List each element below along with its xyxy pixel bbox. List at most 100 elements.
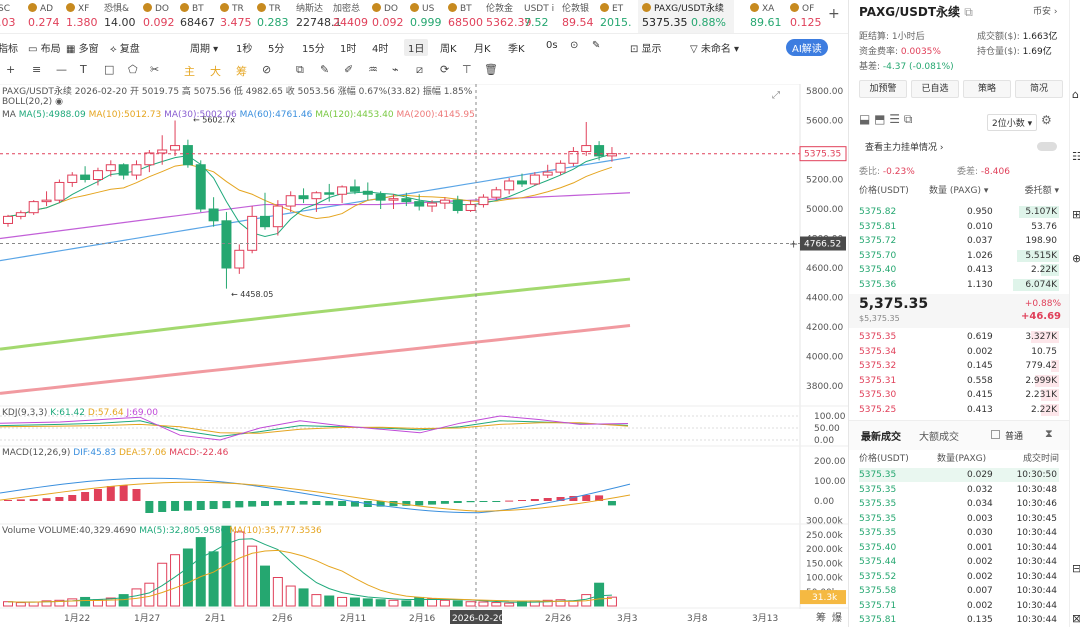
ticker-item[interactable]: 恐惧& 14.00 xyxy=(104,3,136,29)
kline-chart[interactable]: 5800.005600.005400.005200.005000.004800.… xyxy=(0,83,848,627)
tab-latest-trades[interactable]: 最新成交 xyxy=(861,432,901,443)
ticker-item[interactable]: BT 68467 xyxy=(180,3,215,29)
orderbook-row[interactable]: 5375.81 0.010 53.76 xyxy=(859,220,1059,234)
toolbar-item[interactable]: ⟡ 复盘 xyxy=(110,44,140,55)
draw-tool-icon[interactable]: ✐ xyxy=(344,63,354,76)
toolbar-item[interactable]: ⊡ 显示 xyxy=(630,44,662,55)
draw-tool-icon[interactable]: □ xyxy=(104,63,115,76)
draw-tool-icon[interactable]: ⌁ xyxy=(392,63,399,76)
toolbar-item[interactable]: ▭ 布局 xyxy=(28,44,61,55)
ticker-item[interactable]: DO 0.092 xyxy=(143,3,175,29)
crosshair-plus-icon[interactable]: + xyxy=(789,238,798,251)
action-button[interactable]: 简况 xyxy=(1015,80,1063,98)
settings-icon[interactable]: ⚙ xyxy=(1041,113,1052,127)
ticker-active[interactable]: PAXG/USDT永续 5375.35 0.88% xyxy=(638,0,734,33)
toolbar-item[interactable]: 季K xyxy=(508,44,525,55)
orderbook-row[interactable]: 5375.30 0.415 2.231K xyxy=(859,388,1059,402)
exchange-link[interactable]: 币安 › xyxy=(1033,7,1058,17)
kdj-legend[interactable]: KDJ(9,3,3) K:61.42 D:57.64 J:69.00 xyxy=(2,408,158,418)
ma-legend[interactable]: MA MA(5):4988.09 MA(10):5012.73 MA(30):5… xyxy=(2,110,475,120)
toolbar-item[interactable]: ✎ xyxy=(592,40,601,51)
orderbook-row[interactable]: 5375.34 0.002 10.75 xyxy=(859,345,1059,359)
ticker-item[interactable]: 纳斯达 22748.1 xyxy=(296,3,342,29)
toolbar-item[interactable]: 0s xyxy=(546,40,558,51)
side-icon-1[interactable]: ⌂ xyxy=(1072,88,1079,101)
action-button[interactable]: 加预警 xyxy=(859,80,907,98)
draw-tool-icon[interactable]: — xyxy=(56,63,67,76)
orderbook-row[interactable]: 5375.72 0.037 198.90 xyxy=(859,234,1059,248)
ticker-item[interactable]: USDT i 7.52 xyxy=(524,3,554,29)
draw-tool-icon[interactable]: ♒ xyxy=(368,63,378,76)
orderbook-row[interactable]: 5375.35 0.619 3.327K xyxy=(859,330,1059,344)
draw-tool-icon[interactable]: ⊘ xyxy=(262,63,272,76)
orderbook-row[interactable]: 5375.82 0.950 5.107K xyxy=(859,205,1059,219)
draw-tool-icon[interactable]: ✂ xyxy=(150,63,160,76)
draw-tool-icon[interactable]: + xyxy=(6,63,16,76)
toolbar-item[interactable]: 1日 xyxy=(404,39,429,56)
liquidation-icon[interactable]: 爆 xyxy=(832,612,842,624)
toolbar-item[interactable]: 周K xyxy=(440,44,457,55)
draw-tool-icon[interactable]: ≡ xyxy=(32,63,42,76)
ticker-item[interactable]: OF 0.125 xyxy=(790,3,822,29)
ticker-item[interactable]: TR 0.283 xyxy=(257,3,289,29)
orderbook-row[interactable]: 5375.36 1.130 6.074K xyxy=(859,278,1059,292)
draw-tool-icon[interactable]: ⟳ xyxy=(440,63,450,76)
orderbook-row[interactable]: 5375.25 0.413 2.22K xyxy=(859,403,1059,417)
ticker-item[interactable]: DO 0.092 xyxy=(372,3,404,29)
ticker-item[interactable]: SC .03 xyxy=(0,3,16,29)
draw-tool-icon[interactable]: 主 xyxy=(184,65,195,78)
orderbook-row[interactable]: 5375.70 1.026 5.515K xyxy=(859,249,1059,263)
draw-tool-icon[interactable]: ⬠ xyxy=(128,63,138,76)
toolbar-item[interactable]: 15分 xyxy=(302,44,325,55)
ticker-item[interactable]: ET 2015. xyxy=(600,3,632,29)
depth-toggle[interactable] xyxy=(1037,142,1057,151)
toolbar-item[interactable]: 周期 ▾ xyxy=(190,44,219,55)
draw-tool-icon[interactable]: ⧉ xyxy=(296,63,304,76)
chart-area[interactable]: 5800.005600.005400.005200.005000.004800.… xyxy=(0,83,848,627)
tab-large-trades[interactable]: 大额成交 xyxy=(919,432,959,443)
toolbar-item[interactable]: 5分 xyxy=(268,44,285,55)
toolbar-item[interactable]: ▽ 未命名 ▾ xyxy=(690,44,740,55)
ticker-item[interactable]: AD 0.274 xyxy=(28,3,60,29)
draw-tool-icon[interactable]: ⧄ xyxy=(416,63,423,76)
ticker-item[interactable]: US 0.999 xyxy=(410,3,442,29)
precision-select[interactable]: 2位小数 ▾ xyxy=(987,114,1038,131)
side-icon-3[interactable]: ⊞ xyxy=(1072,208,1080,221)
ticker-item[interactable]: BT 68500 xyxy=(448,3,483,29)
add-ticker-icon[interactable]: + xyxy=(828,6,840,22)
side-icon-2[interactable]: ☷ xyxy=(1072,150,1080,163)
boll-label[interactable]: BOLL(20,2) ◉ xyxy=(2,97,63,107)
toolbar-item[interactable]: 1时 xyxy=(340,44,357,55)
draw-tool-icon[interactable]: 筹 xyxy=(236,65,247,78)
toolbar-item[interactable]: ▦ 多窗 xyxy=(66,44,99,55)
side-icon-6[interactable]: ⊠ xyxy=(1072,612,1080,625)
action-button[interactable]: 已自选 xyxy=(911,80,959,98)
chip-icon[interactable]: 筹 xyxy=(816,611,826,624)
draw-tool-icon[interactable]: 🗑 xyxy=(484,63,498,76)
ticker-item[interactable]: 加密总 24409 xyxy=(333,3,368,29)
volume-legend[interactable]: Volume VOLUME:40,329.4690 MA(5):32,805.9… xyxy=(2,526,322,536)
toolbar-item[interactable]: 4时 xyxy=(372,44,389,55)
side-icon-5[interactable]: ⊟ xyxy=(1072,562,1080,575)
toolbar-item[interactable]: 1秒 xyxy=(236,44,253,55)
toolbar-item[interactable]: 月K xyxy=(474,44,491,55)
normal-checkbox[interactable] xyxy=(991,430,1000,439)
side-icon-4[interactable]: ⊕ xyxy=(1072,252,1080,265)
eye-icon[interactable]: ◉ xyxy=(55,97,63,107)
expand-icon[interactable]: ⤢ xyxy=(772,90,780,101)
ticker-item[interactable]: 伦敦金 5362.39 xyxy=(486,3,532,29)
action-button[interactable]: 策略 xyxy=(963,80,1011,98)
draw-tool-icon[interactable]: T xyxy=(80,63,87,76)
draw-tool-icon[interactable]: 大 xyxy=(210,65,221,78)
ticker-item[interactable]: XA 89.61 xyxy=(750,3,782,29)
orderbook-row[interactable]: 5375.31 0.558 2.999K xyxy=(859,374,1059,388)
orderbook-row[interactable]: 5375.32 0.145 779.42 xyxy=(859,359,1059,373)
filter-icon[interactable]: ⧗ xyxy=(1045,427,1053,440)
ticker-item[interactable]: TR 3.475 xyxy=(220,3,252,29)
draw-tool-icon[interactable]: ⊤ xyxy=(462,63,472,76)
draw-tool-icon[interactable]: ✎ xyxy=(320,63,330,76)
macd-legend[interactable]: MACD(12,26,9) DIF:45.83 DEA:57.06 MACD:-… xyxy=(2,448,228,458)
ticker-item[interactable]: 伦敦银 89.54 xyxy=(562,3,594,29)
toolbar-item[interactable]: 指标 xyxy=(0,44,18,55)
depth-link[interactable]: 查看主力挂单情况 › xyxy=(865,143,944,153)
